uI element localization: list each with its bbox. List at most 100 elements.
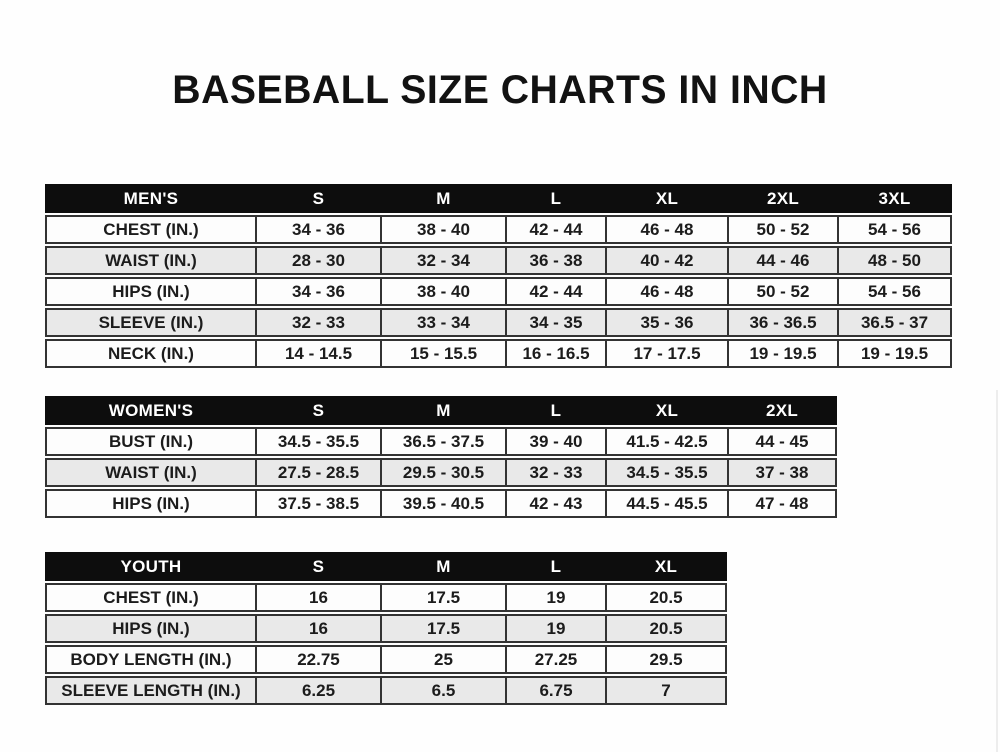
- row-label: HIPS (IN.): [45, 489, 255, 518]
- table-row: HIPS (IN.) 37.5 - 38.5 39.5 - 40.5 42 - 43 4…: [45, 489, 837, 518]
- size-value-cell: 22.75: [255, 645, 380, 674]
- size-value-cell: 42 - 44: [505, 277, 605, 306]
- size-value-cell: 34 - 35: [505, 308, 605, 337]
- size-value-cell: 44 - 46: [727, 246, 837, 275]
- size-value-cell: 7: [605, 676, 727, 705]
- size-value-cell: 29.5: [605, 645, 727, 674]
- size-value-cell: 32 - 33: [505, 458, 605, 487]
- size-value-cell: 16: [255, 614, 380, 643]
- row-label: BUST (IN.): [45, 427, 255, 456]
- size-value-cell: 42 - 44: [505, 215, 605, 244]
- size-value-cell: 33 - 34: [380, 308, 505, 337]
- size-value-cell: 46 - 48: [605, 215, 727, 244]
- size-value-cell: 50 - 52: [727, 215, 837, 244]
- size-column-header: XL: [605, 184, 727, 213]
- size-value-cell: 19: [505, 583, 605, 612]
- youth-size-table: YOUTH S M L XL CHEST (IN.) 16 17.5 19 20.5 HIPS (I…: [45, 550, 727, 707]
- header-row: YOUTH S M L XL: [45, 552, 727, 581]
- row-label: CHEST (IN.): [45, 215, 255, 244]
- size-value-cell: 54 - 56: [837, 215, 952, 244]
- size-value-cell: 44 - 45: [727, 427, 837, 456]
- size-column-header: M: [380, 552, 505, 581]
- size-value-cell: 36 - 36.5: [727, 308, 837, 337]
- size-column-header: M: [380, 396, 505, 425]
- size-value-cell: 34.5 - 35.5: [255, 427, 380, 456]
- size-value-cell: 42 - 43: [505, 489, 605, 518]
- size-value-cell: 27.25: [505, 645, 605, 674]
- size-column-header: M: [380, 184, 505, 213]
- size-value-cell: 44.5 - 45.5: [605, 489, 727, 518]
- size-value-cell: 6.25: [255, 676, 380, 705]
- header-row: MEN'S S M L XL 2XL 3XL: [45, 184, 952, 213]
- row-label: BODY LENGTH (IN.): [45, 645, 255, 674]
- size-value-cell: 47 - 48: [727, 489, 837, 518]
- size-value-cell: 36.5 - 37: [837, 308, 952, 337]
- table-row: WAIST (IN.) 28 - 30 32 - 34 36 - 38 40 - 42 4…: [45, 246, 952, 275]
- size-column-header: 2XL: [727, 396, 837, 425]
- table-row: SLEEVE (IN.) 32 - 33 33 - 34 34 - 35 35 - 36…: [45, 308, 952, 337]
- table-row: CHEST (IN.) 16 17.5 19 20.5: [45, 583, 727, 612]
- size-column-header: L: [505, 552, 605, 581]
- size-value-cell: 17 - 17.5: [605, 339, 727, 368]
- size-value-cell: 28 - 30: [255, 246, 380, 275]
- row-label: SLEEVE LENGTH (IN.): [45, 676, 255, 705]
- size-value-cell: 41.5 - 42.5: [605, 427, 727, 456]
- table-row: BODY LENGTH (IN.) 22.75 25 27.25 29.5: [45, 645, 727, 674]
- size-value-cell: 35 - 36: [605, 308, 727, 337]
- page-title: BASEBALL SIZE CHARTS IN INCH: [172, 68, 828, 112]
- table-row: SLEEVE LENGTH (IN.) 6.25 6.5 6.75 7: [45, 676, 727, 705]
- size-value-cell: 34 - 36: [255, 215, 380, 244]
- mens-size-table: MEN'S S M L XL 2XL 3XL CHEST (IN.) 34 - 36 38 - 4…: [45, 182, 952, 370]
- size-value-cell: 17.5: [380, 614, 505, 643]
- size-value-cell: 37 - 38: [727, 458, 837, 487]
- size-value-cell: 36.5 - 37.5: [380, 427, 505, 456]
- row-label: HIPS (IN.): [45, 614, 255, 643]
- size-value-cell: 39 - 40: [505, 427, 605, 456]
- header-row: WOMEN'S S M L XL 2XL: [45, 396, 837, 425]
- row-label: WAIST (IN.): [45, 458, 255, 487]
- size-column-header: L: [505, 396, 605, 425]
- size-value-cell: 39.5 - 40.5: [380, 489, 505, 518]
- size-column-header: S: [255, 184, 380, 213]
- size-value-cell: 34 - 36: [255, 277, 380, 306]
- scan-artifact-line: [996, 390, 998, 752]
- size-value-cell: 46 - 48: [605, 277, 727, 306]
- size-value-cell: 19: [505, 614, 605, 643]
- size-value-cell: 38 - 40: [380, 215, 505, 244]
- row-label: WAIST (IN.): [45, 246, 255, 275]
- row-label: NECK (IN.): [45, 339, 255, 368]
- row-label: CHEST (IN.): [45, 583, 255, 612]
- row-label: SLEEVE (IN.): [45, 308, 255, 337]
- table-group-header: WOMEN'S: [45, 396, 255, 425]
- size-value-cell: 32 - 33: [255, 308, 380, 337]
- size-value-cell: 50 - 52: [727, 277, 837, 306]
- size-value-cell: 6.5: [380, 676, 505, 705]
- size-column-header: S: [255, 396, 380, 425]
- size-column-header: 2XL: [727, 184, 837, 213]
- size-column-header: 3XL: [837, 184, 952, 213]
- womens-size-table: WOMEN'S S M L XL 2XL BUST (IN.) 34.5 - 35.5 36.5…: [45, 394, 837, 520]
- table-row: HIPS (IN.) 34 - 36 38 - 40 42 - 44 46 - 48 50…: [45, 277, 952, 306]
- size-value-cell: 19 - 19.5: [727, 339, 837, 368]
- size-value-cell: 6.75: [505, 676, 605, 705]
- table-group-header: MEN'S: [45, 184, 255, 213]
- size-value-cell: 25: [380, 645, 505, 674]
- table-row: BUST (IN.) 34.5 - 35.5 36.5 - 37.5 39 - 40 4…: [45, 427, 837, 456]
- size-value-cell: 32 - 34: [380, 246, 505, 275]
- size-value-cell: 16 - 16.5: [505, 339, 605, 368]
- size-value-cell: 36 - 38: [505, 246, 605, 275]
- size-value-cell: 14 - 14.5: [255, 339, 380, 368]
- table-row: HIPS (IN.) 16 17.5 19 20.5: [45, 614, 727, 643]
- size-column-header: S: [255, 552, 380, 581]
- size-value-cell: 38 - 40: [380, 277, 505, 306]
- size-value-cell: 20.5: [605, 583, 727, 612]
- size-value-cell: 37.5 - 38.5: [255, 489, 380, 518]
- size-value-cell: 17.5: [380, 583, 505, 612]
- size-column-header: XL: [605, 552, 727, 581]
- size-value-cell: 54 - 56: [837, 277, 952, 306]
- size-value-cell: 15 - 15.5: [380, 339, 505, 368]
- size-column-header: L: [505, 184, 605, 213]
- table-row: WAIST (IN.) 27.5 - 28.5 29.5 - 30.5 32 - 33…: [45, 458, 837, 487]
- table-group-header: YOUTH: [45, 552, 255, 581]
